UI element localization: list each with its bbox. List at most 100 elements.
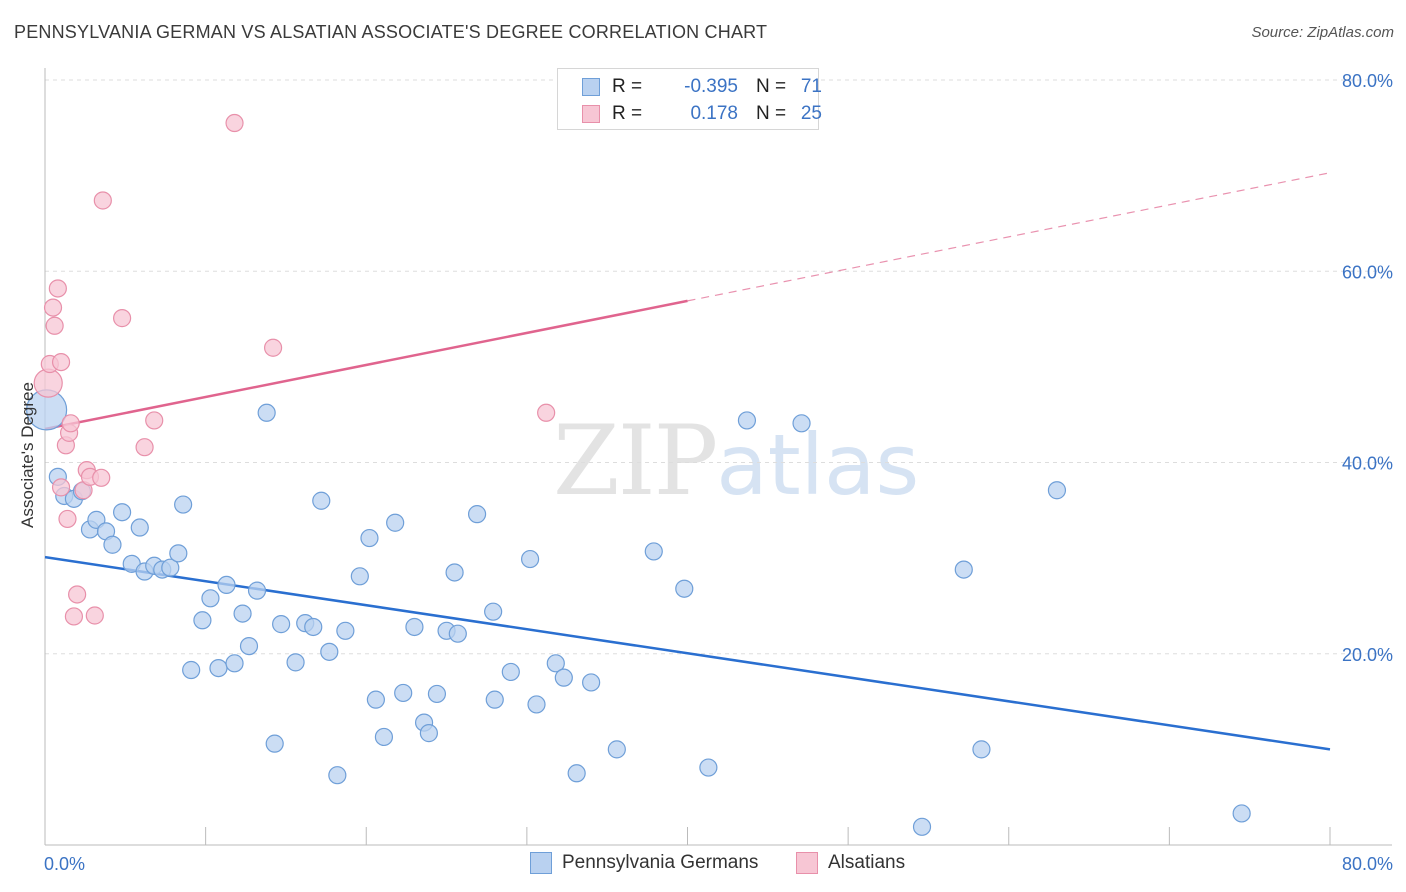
pennsylvania-german-point [312,491,331,510]
trend-line-dashed [687,172,1331,302]
pennsylvania-german-point [161,558,180,577]
alsatian-point [64,607,84,626]
legend-row-pennsylvania-germans: R = -0.395 N = 71 [558,74,822,100]
chart-title: PENNSYLVANIA GERMAN VS ALSATIAN ASSOCIAT… [14,22,768,42]
pennsylvania-german-point [467,505,487,524]
axes [44,68,1392,846]
pennsylvania-german-point [445,563,464,582]
pennsylvania-german-point [1047,481,1067,500]
pennsylvania-german-point [233,604,252,623]
pennsylvania-german-point [360,528,379,548]
r-label: R = [612,103,643,124]
pennsylvania-german-point [582,673,601,692]
alsatian-point [45,316,64,335]
pennsylvania-german-point [954,560,973,579]
legend-row-alsatians: R = 0.178 N = 25 [558,101,822,127]
pennsylvania-german-point [484,602,503,621]
pennsylvania-german-point [217,575,236,595]
pennsylvania-german-point [912,817,932,836]
y-tick-label: 80.0% [1342,71,1393,91]
x-tick-label: 80.0% [1342,854,1393,874]
alsatian-point [537,403,556,422]
alsatian-point [51,478,71,497]
pennsylvania-german-point [328,766,347,785]
pennsylvania-german-point [225,654,244,673]
alsatian-point [92,468,111,487]
pennsylvania-german-point [386,513,405,532]
n-label: N = [756,76,787,97]
data-points [26,113,1251,836]
legend-label: Pennsylvania Germans [562,852,759,873]
legend-label: Alsatians [828,852,906,873]
watermark-zip: ZIP [553,405,718,517]
pennsylvania-german-point [257,403,276,422]
tick-labels: 20.0% 40.0% 60.0% 80.0% 0.0% 80.0% [44,71,1393,874]
legend-item-pennsylvania-germans: Pennsylvania Germans [530,852,758,874]
pennsylvania-german-point [644,542,663,561]
alsatian-point [48,279,67,298]
source-label: Source: ZipAtlas.com [1251,24,1394,41]
pennsylvania-german-point [546,654,565,673]
pennsylvania-german-point [567,764,586,783]
pennsylvania-german-point [792,414,811,433]
correlation-legend: R = -0.395 N = 71 R = 0.178 N = 25 [557,68,822,130]
pennsylvania-german-point [112,503,132,522]
pennsylvania-german-point [320,642,339,661]
alsatian-point [61,414,80,433]
alsatian-point [93,191,112,210]
pennsylvania-german-point [201,589,220,608]
pink-swatch [796,852,818,874]
pennsylvania-german-point [286,653,305,672]
alsatian-point [263,338,283,357]
watermark: ZIPatlas [553,405,919,517]
trend-line-solid [44,299,688,431]
pennsylvania-german-point [427,684,447,704]
pennsylvania-german-point [304,617,323,637]
pennsylvania-german-point [607,740,626,759]
legend-item-alsatians: Alsatians [796,852,905,874]
pennsylvania-german-point [174,495,193,514]
pennsylvania-german-point [336,621,355,640]
alsatian-point [112,309,132,328]
pennsylvania-german-point [394,683,413,703]
pennsylvania-german-point [265,734,284,753]
r-label: R = [612,76,643,97]
r-value: -0.395 [684,76,738,97]
y-tick-label: 40.0% [1342,454,1393,474]
pennsylvania-german-point [130,518,149,537]
y-axis-label: Associate's Degree [18,382,37,528]
pennsylvania-german-point [737,411,757,430]
pennsylvania-german-point [247,581,267,600]
pennsylvania-german-point [485,690,504,709]
pennsylvania-german-point [527,695,546,714]
y-tick-label: 60.0% [1342,262,1393,282]
blue-swatch [530,852,552,874]
pennsylvania-german-point [366,690,385,709]
blue-swatch [582,78,600,96]
pink-swatch [582,105,600,123]
pennsylvania-german-point [675,579,694,598]
pennsylvania-german-point [405,617,424,637]
alsatian-point [135,438,154,457]
pennsylvania-german-point [419,724,438,743]
pennsylvania-german-point [193,611,212,630]
alsatian-point [85,606,104,625]
pennsylvania-german-point [350,567,369,586]
alsatian-point [225,113,244,133]
watermark-atlas: atlas [716,416,920,514]
pennsylvania-german-point [239,636,259,656]
pennsylvania-german-point [972,740,991,759]
pennsylvania-german-point [1232,804,1251,823]
pennsylvania-german-point [374,727,394,747]
pennsylvania-german-point [554,668,573,687]
r-value: 0.178 [690,103,738,124]
alsatian-point [68,585,87,604]
alsatian-point [58,509,77,529]
pennsylvania-german-point [272,615,291,634]
y-tick-label: 20.0% [1342,645,1393,665]
alsatian-point [43,298,63,317]
x-tick-label: 0.0% [44,854,85,874]
pennsylvania-german-point [209,658,228,678]
n-value: 71 [800,76,822,97]
